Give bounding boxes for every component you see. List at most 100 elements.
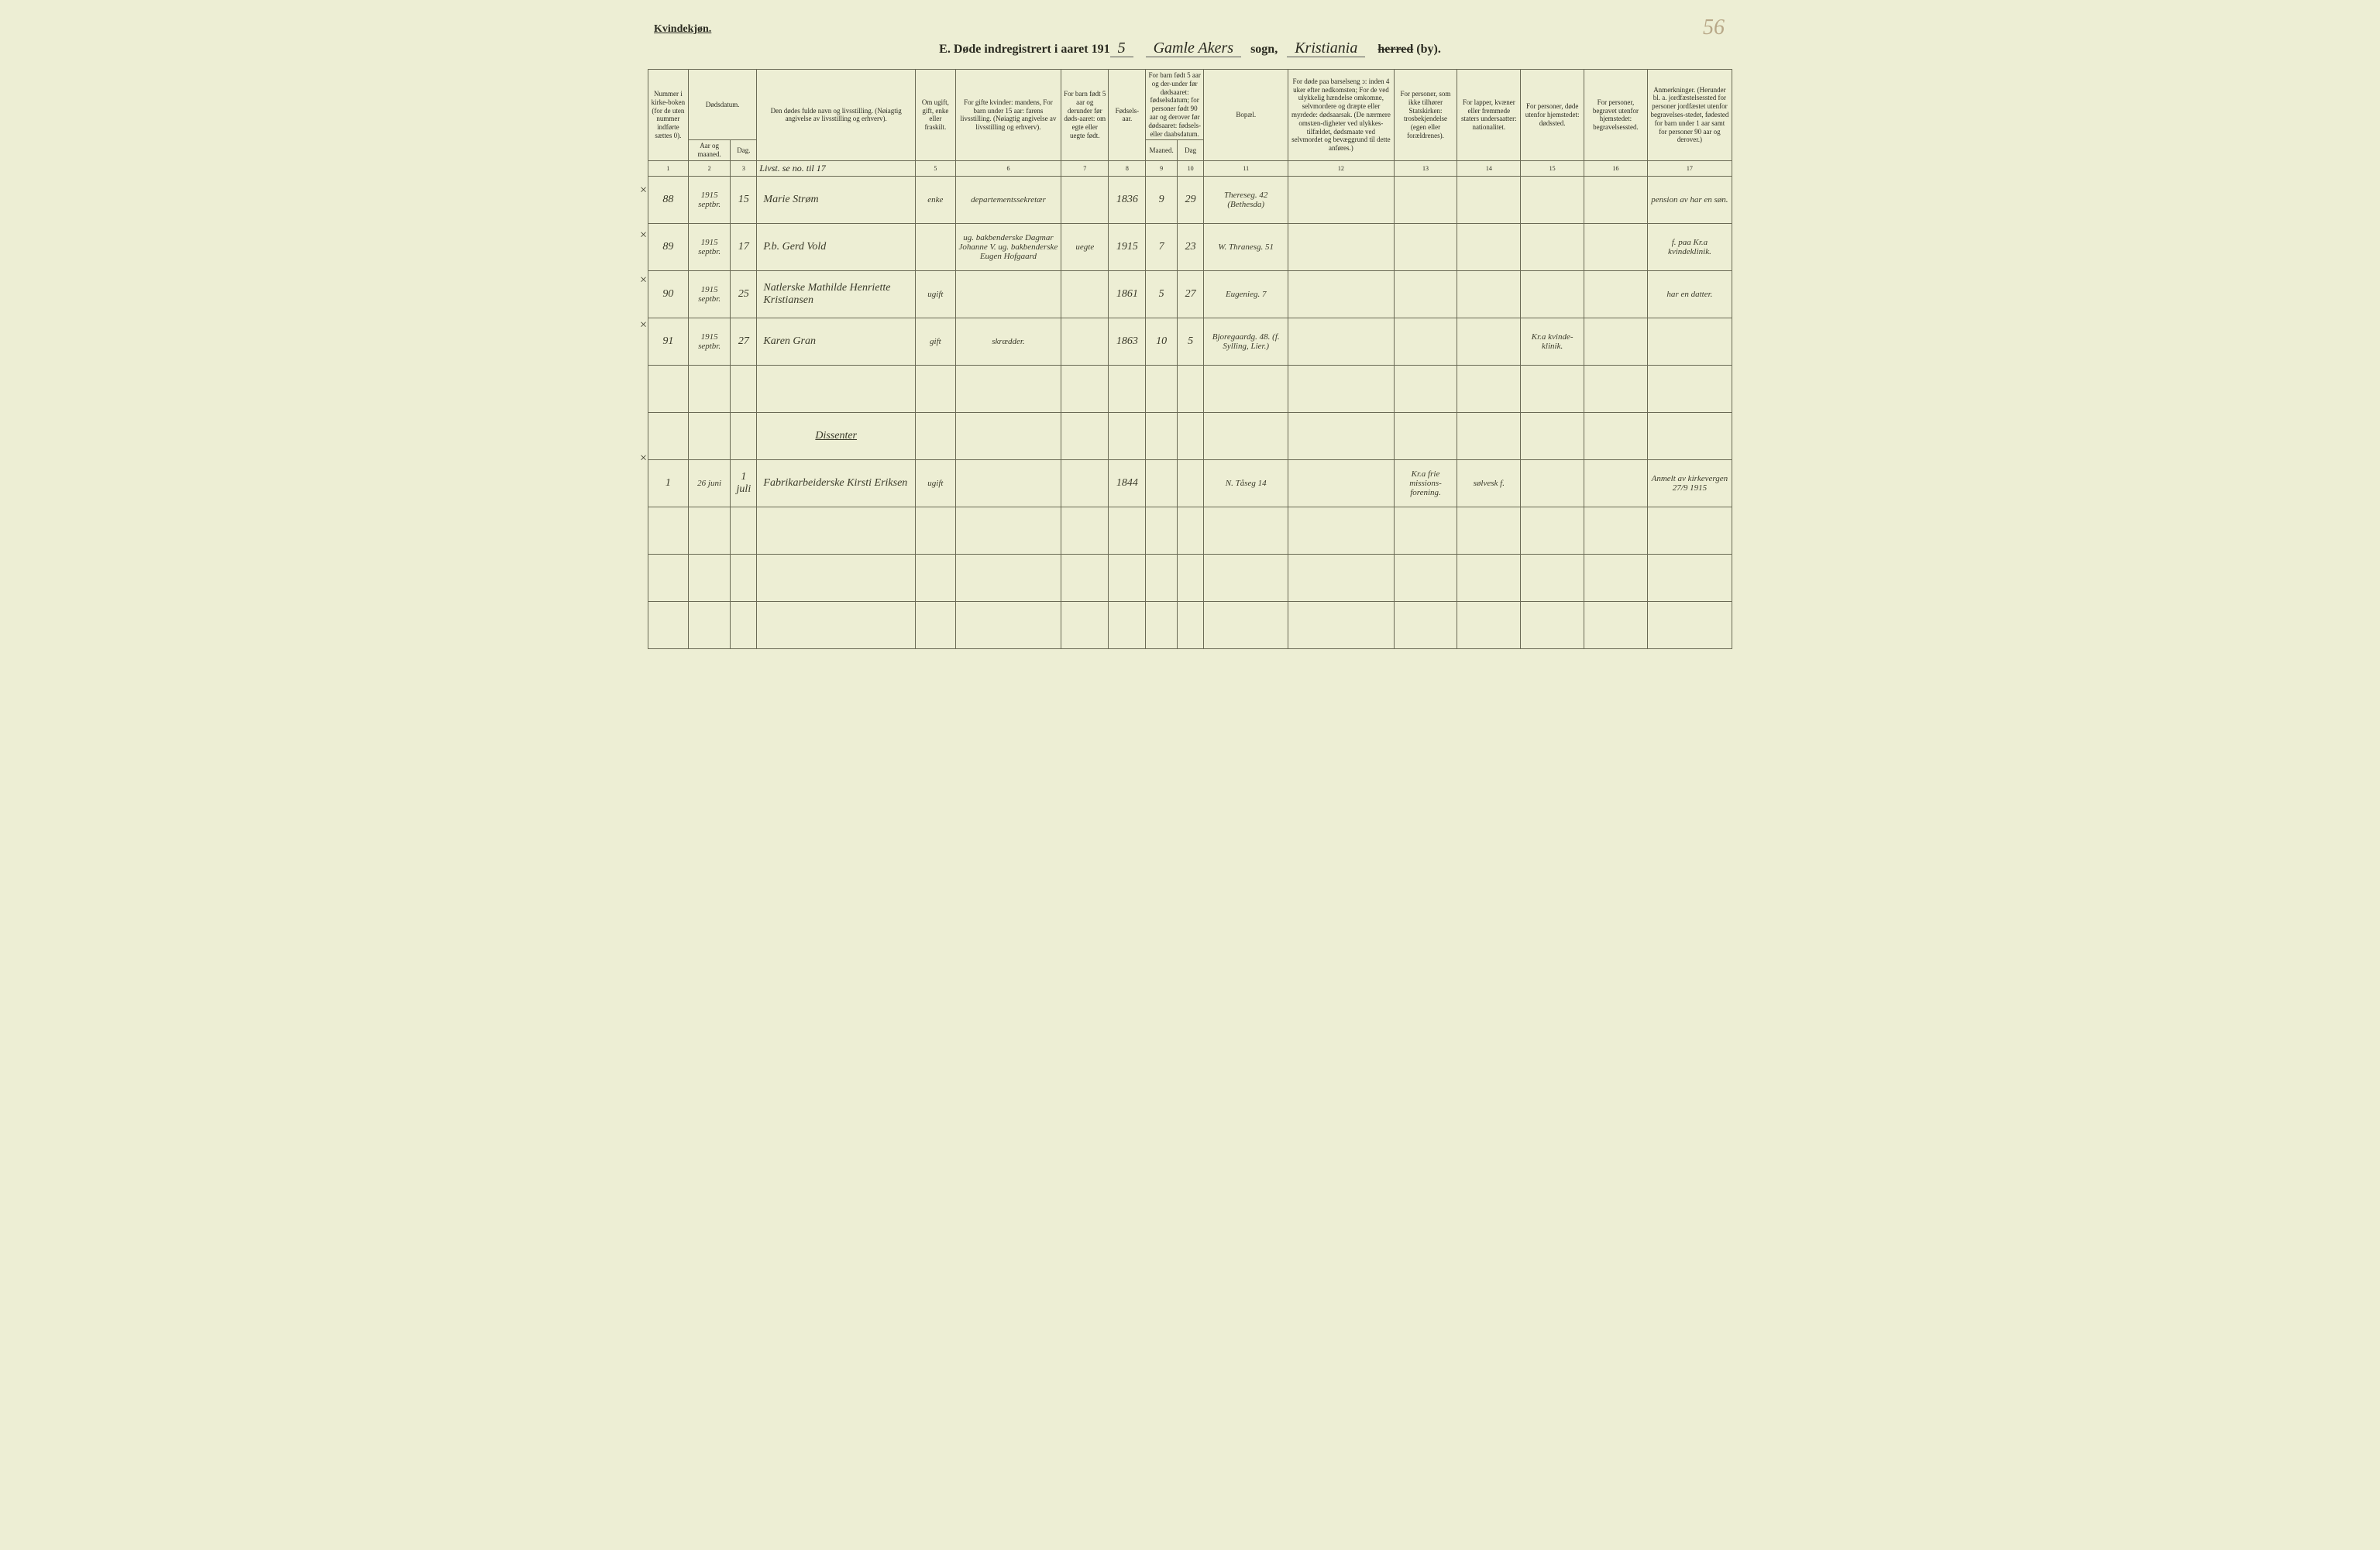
cell: Natlerske Mathilde Henriette Kristiansen (757, 270, 916, 318)
cell (1584, 601, 1648, 648)
col-subheader: Maaned. (1146, 140, 1178, 161)
cell: ug. bakbenderske Dagmar Johanne V. ug. b… (955, 223, 1061, 270)
cell: gift (915, 318, 955, 365)
cell (1521, 459, 1584, 507)
cell: skrædder. (955, 318, 1061, 365)
cell: 15 (731, 176, 757, 223)
district-name: Kristiania (1287, 40, 1365, 57)
cell (1146, 601, 1178, 648)
cell: 1915 septbr. (688, 318, 731, 365)
cell: 29 (1178, 176, 1204, 223)
column-number: 17 (1647, 160, 1732, 176)
cell (1584, 554, 1648, 601)
table-row: 126 juni1 juliFabrikarbeiderske Kirsti E… (648, 459, 1732, 507)
cell: 10 (1146, 318, 1178, 365)
cell (1109, 554, 1146, 601)
cell (955, 365, 1061, 412)
page-number-corner: 56 (1703, 15, 1725, 40)
col-subheader: Dag. (731, 140, 757, 161)
cell (757, 365, 916, 412)
cell (1584, 176, 1648, 223)
cell: 5 (1178, 318, 1204, 365)
cell (1288, 270, 1394, 318)
col-header: For barn født 5 aar og derunder før døds… (1061, 70, 1109, 161)
cell (1521, 601, 1584, 648)
column-number: 2 (688, 160, 731, 176)
cell (757, 554, 916, 601)
cell (915, 554, 955, 601)
cell (1061, 601, 1109, 648)
column-number: 9 (1146, 160, 1178, 176)
column-number: 13 (1394, 160, 1457, 176)
cell (1061, 318, 1109, 365)
cell (1288, 223, 1394, 270)
column-number: 15 (1521, 160, 1584, 176)
cell (1521, 412, 1584, 459)
cell (1146, 554, 1178, 601)
cell: Fabrikarbeiderske Kirsti Eriksen (757, 459, 916, 507)
cell (1204, 554, 1288, 601)
cell (1146, 365, 1178, 412)
row-mark: × (640, 452, 647, 466)
cell: 89 (648, 223, 689, 270)
cell (1394, 412, 1457, 459)
table-row: 911915 septbr.27Karen Grangiftskrædder.1… (648, 318, 1732, 365)
col-header: For barn født 5 aar og der-under før død… (1146, 70, 1204, 140)
cell (1584, 270, 1648, 318)
cell: f. paa Kr.a kvindeklinik. (1647, 223, 1732, 270)
cell (1061, 554, 1109, 601)
cell: Marie Strøm (757, 176, 916, 223)
cell (1146, 459, 1178, 507)
col-header: For lapper, kvæner eller fremmede stater… (1457, 70, 1521, 161)
cell (1204, 365, 1288, 412)
cell: 7 (1146, 223, 1178, 270)
col-header: Om ugift, gift, enke eller fraskilt. (915, 70, 955, 161)
cell (731, 507, 757, 554)
cell: Kr.a kvinde-klinik. (1521, 318, 1584, 365)
cell (1647, 318, 1732, 365)
cell: pension av har en søn. (1647, 176, 1732, 223)
cell (1584, 365, 1648, 412)
table-row (648, 601, 1732, 648)
column-number: 1 (648, 160, 689, 176)
cell (648, 507, 689, 554)
cell: uegte (1061, 223, 1109, 270)
cell (1178, 507, 1204, 554)
cell: 1 (648, 459, 689, 507)
cell: 90 (648, 270, 689, 318)
gender-label: Kvindekjøn. (654, 23, 1732, 36)
cell (1457, 365, 1521, 412)
col-header: For personer, døde utenfor hjemstedet: d… (1521, 70, 1584, 161)
cell: N. Tåseg 14 (1204, 459, 1288, 507)
cell: ugift (915, 459, 955, 507)
row-mark: × (640, 273, 647, 287)
cell (1288, 365, 1394, 412)
cell (1457, 507, 1521, 554)
cell (1109, 507, 1146, 554)
cell (688, 365, 731, 412)
cell (1457, 601, 1521, 648)
title-year: 5 (1110, 40, 1133, 57)
column-number: 8 (1109, 160, 1146, 176)
cell (1647, 412, 1732, 459)
cell: enke (915, 176, 955, 223)
cell: 9 (1146, 176, 1178, 223)
cell (1288, 459, 1394, 507)
cell (1178, 459, 1204, 507)
column-number: 7 (1061, 160, 1109, 176)
column-number: 12 (1288, 160, 1394, 176)
parish-name: Gamle Akers (1146, 40, 1242, 57)
cell (955, 459, 1061, 507)
cell (688, 601, 731, 648)
cell (915, 601, 955, 648)
cell (1521, 507, 1584, 554)
cell (1178, 601, 1204, 648)
cell (1146, 507, 1178, 554)
cell (1109, 365, 1146, 412)
column-number: 16 (1584, 160, 1648, 176)
cell: departementssekretær (955, 176, 1061, 223)
cell (1109, 601, 1146, 648)
cell (1178, 412, 1204, 459)
column-number: 14 (1457, 160, 1521, 176)
column-number: 10 (1178, 160, 1204, 176)
